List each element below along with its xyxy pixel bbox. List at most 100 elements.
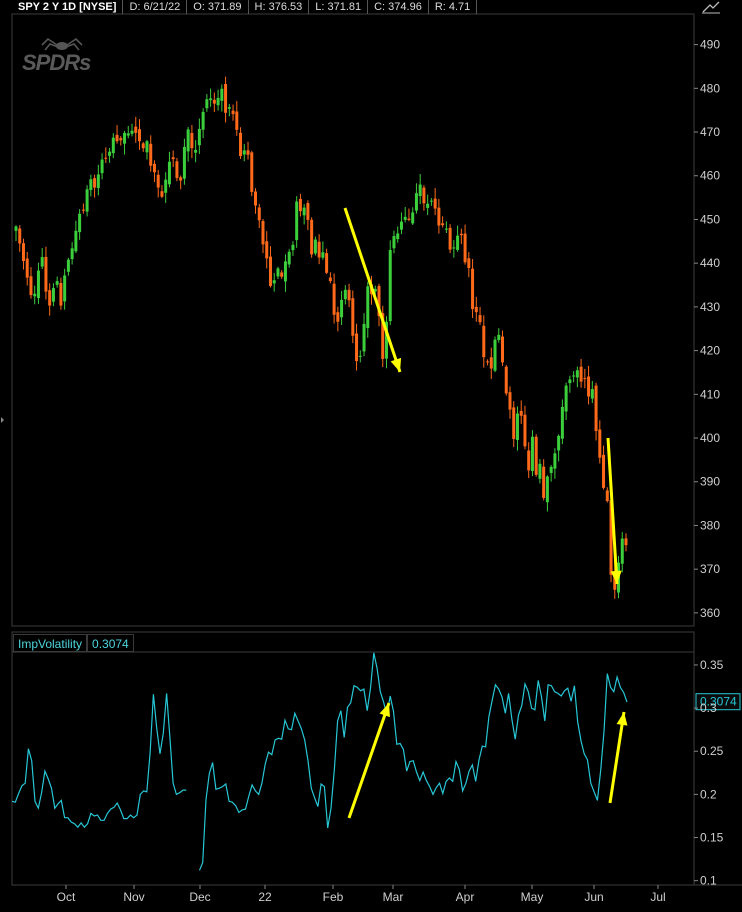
date-tick-label: 22 <box>258 890 272 904</box>
candle-body <box>250 152 254 192</box>
candle-body <box>605 490 609 501</box>
candle-body <box>18 228 22 244</box>
symbol-label[interactable]: SPY 2 Y 1D [NYSE] <box>12 0 124 14</box>
candle-body <box>373 288 377 292</box>
candle-body <box>96 174 100 188</box>
candle-body <box>182 146 186 179</box>
candle-body <box>197 128 201 146</box>
price-tick-label: 410 <box>700 387 720 401</box>
annotation-arrow-shaft <box>606 437 619 585</box>
candle-body <box>59 283 63 306</box>
candle-body <box>179 177 183 181</box>
iv-tick-label: 0.35 <box>700 658 724 672</box>
price-panel-frame <box>11 13 695 627</box>
iv-study-name: ImpVolatility <box>13 634 88 652</box>
candle-body <box>254 191 258 206</box>
iv-tick-label: 0.25 <box>700 744 724 758</box>
candle-body <box>459 233 463 236</box>
price-tick-label: 440 <box>700 256 720 270</box>
candle-body <box>40 257 44 267</box>
candle-body <box>396 233 400 240</box>
candle-body <box>530 436 534 472</box>
candle-body <box>291 244 295 251</box>
panel-expand-handle[interactable] <box>0 400 6 440</box>
price-tick-label: 390 <box>700 475 720 489</box>
candle-body <box>220 88 224 101</box>
candle-body <box>29 276 33 296</box>
candle-body <box>587 376 591 397</box>
candle-body <box>272 280 276 284</box>
candle-body <box>456 235 460 250</box>
candle-body <box>51 288 55 302</box>
date-tick-label: Nov <box>123 890 144 904</box>
drawing-tool-icon[interactable] <box>700 0 722 14</box>
price-tick-label: 400 <box>700 431 720 445</box>
candle-body <box>25 258 29 278</box>
iv-tick-label: 0.2 <box>700 787 717 801</box>
candle-body <box>81 209 85 211</box>
candle-body <box>306 203 310 220</box>
candle-body <box>55 281 59 285</box>
candle-body <box>512 407 516 439</box>
candle-body <box>212 99 216 104</box>
iv-last-value-box <box>695 693 741 711</box>
candle-body <box>489 357 493 369</box>
candle-body <box>441 223 445 226</box>
candle-body <box>560 406 564 439</box>
candle-body <box>351 298 355 336</box>
candle-body <box>504 366 508 394</box>
candle-body <box>295 201 299 241</box>
price-tick-label: 380 <box>700 518 720 532</box>
candle-body <box>557 435 561 451</box>
iv-last-value-label: 0.3074 <box>700 695 737 709</box>
candle-body <box>242 150 246 155</box>
candle-body <box>579 366 583 382</box>
candle-body <box>205 99 209 109</box>
iv-series-line <box>11 652 628 871</box>
candle-body <box>298 198 302 212</box>
candle-body <box>463 233 467 263</box>
candle-body <box>482 325 486 358</box>
candle-body <box>418 184 422 196</box>
candle-body <box>209 98 213 101</box>
iv-line-layer: 0.3074 <box>11 652 741 871</box>
candle-body <box>201 111 205 130</box>
candle-body <box>355 333 359 362</box>
candle-body <box>224 83 228 113</box>
candle-body <box>149 143 153 166</box>
candle-body <box>216 97 220 106</box>
candle-body <box>620 538 624 564</box>
candle-body <box>403 216 407 220</box>
iv-study-label[interactable]: ImpVolatility 0.3074 <box>13 634 134 652</box>
iv-tick-label: 0.3 <box>700 701 717 715</box>
annotation-arrow-shaft <box>347 702 391 819</box>
candle-body <box>613 571 617 590</box>
date-tick-label: Apr <box>456 890 475 904</box>
candle-body <box>141 143 145 149</box>
candle-body <box>231 110 235 115</box>
candle-body <box>130 130 134 134</box>
candle-body <box>347 289 351 301</box>
candle-body <box>239 132 243 157</box>
candle-body <box>444 228 448 230</box>
candle-body <box>137 129 141 142</box>
date-tick-label: Feb <box>323 890 344 904</box>
price-tick-label: 450 <box>700 212 720 226</box>
candle-body <box>388 250 392 322</box>
candle-body <box>609 500 613 575</box>
candle-body <box>246 150 250 155</box>
candle-body <box>100 159 104 174</box>
date-tick-label: May <box>521 890 544 904</box>
candle-body <box>164 179 168 193</box>
candle-body <box>21 243 25 261</box>
candle-body <box>48 290 52 306</box>
candle-body <box>44 256 48 292</box>
candle-body <box>310 219 314 255</box>
price-tick-label: 370 <box>700 562 720 576</box>
candle-body <box>362 323 366 352</box>
candle-body <box>152 163 156 173</box>
candle-body <box>328 277 332 282</box>
candle-body <box>414 193 418 211</box>
candle-body <box>358 355 362 357</box>
